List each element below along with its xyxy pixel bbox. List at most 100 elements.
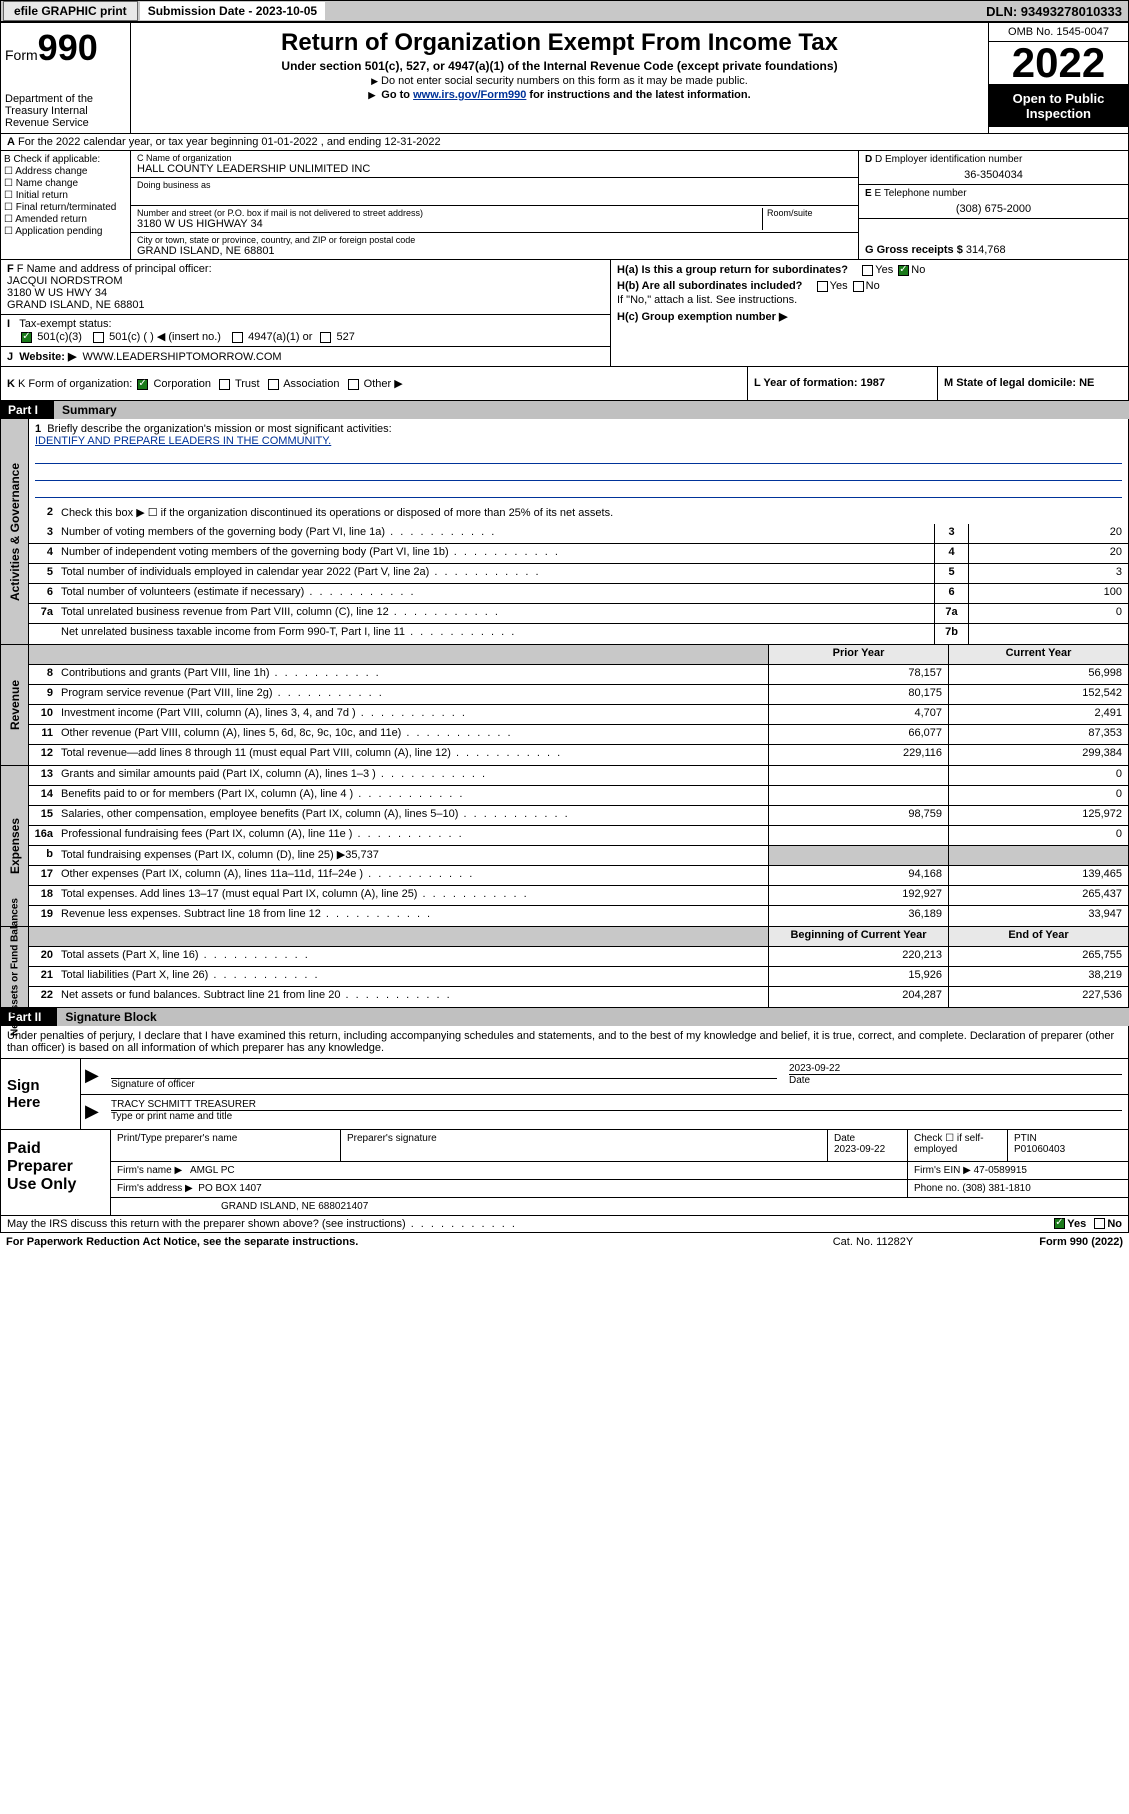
chk-501c[interactable]: [93, 332, 104, 343]
chk-discuss-no[interactable]: [1094, 1218, 1105, 1229]
section-fijh: F F Name and address of principal office…: [0, 260, 1129, 367]
tel-label: E E Telephone number: [865, 188, 1122, 199]
firm-ein-label: Firm's EIN ▶: [914, 1165, 971, 1176]
governance-section: Activities & Governance 1 Briefly descri…: [0, 419, 1129, 645]
side-governance: Activities & Governance: [1, 419, 29, 644]
side-netassets: Net Assets or Fund Balances: [1, 927, 29, 1007]
officer-addr1: 3180 W US HWY 34: [7, 287, 604, 299]
chk-trust[interactable]: [219, 379, 230, 390]
chk-hb-no[interactable]: [853, 281, 864, 292]
table-row: b Total fundraising expenses (Part IX, c…: [29, 846, 1128, 866]
table-row: 16a Professional fundraising fees (Part …: [29, 826, 1128, 846]
col-c: C Name of organization HALL COUNTY LEADE…: [131, 151, 858, 259]
pra-notice: For Paperwork Reduction Act Notice, see …: [6, 1236, 773, 1248]
gross-value: 314,768: [966, 244, 1006, 256]
ptin-label: PTIN: [1014, 1133, 1122, 1144]
table-row: 15 Salaries, other compensation, employe…: [29, 806, 1128, 826]
chk-initial[interactable]: ☐ Initial return: [4, 190, 127, 201]
table-row: 11 Other revenue (Part VIII, column (A),…: [29, 725, 1128, 745]
chk-ha-yes[interactable]: [862, 265, 873, 276]
header-sub3: Go to www.irs.gov/Form990 for instructio…: [135, 89, 984, 101]
officer-addr2: GRAND ISLAND, NE 68801: [7, 299, 604, 311]
chk-assoc[interactable]: [268, 379, 279, 390]
table-row: 21 Total liabilities (Part X, line 26) 1…: [29, 967, 1128, 987]
chk-501c3[interactable]: [21, 332, 32, 343]
website-value: WWW.LEADERSHIPTOMORROW.COM: [83, 351, 282, 363]
header-right: OMB No. 1545-0047 2022 Open to Public In…: [988, 23, 1128, 133]
chk-pending[interactable]: ☐ Application pending: [4, 226, 127, 237]
col-de: D D Employer identification number 36-35…: [858, 151, 1128, 259]
ein-label: D D Employer identification number: [865, 154, 1122, 165]
header-left: Form990 Department of the Treasury Inter…: [1, 23, 131, 133]
irs-link[interactable]: www.irs.gov/Form990: [413, 89, 526, 101]
prep-date: 2023-09-22: [834, 1144, 901, 1155]
efile-button[interactable]: efile GRAPHIC print: [3, 1, 138, 21]
chk-name[interactable]: ☐ Name change: [4, 178, 127, 189]
table-row: 17 Other expenses (Part IX, column (A), …: [29, 866, 1128, 886]
chk-hb-yes[interactable]: [817, 281, 828, 292]
row-m: M State of legal domicile: NE: [938, 367, 1128, 400]
hdr-begin: Beginning of Current Year: [768, 927, 948, 946]
chk-amended[interactable]: ☐ Amended return: [4, 214, 127, 225]
street-address: 3180 W US HIGHWAY 34: [137, 218, 762, 230]
expenses-section: Expenses 13 Grants and similar amounts p…: [0, 766, 1129, 927]
h-b: H(b) Are all subordinates included? Yes …: [617, 280, 1122, 292]
mission-text: IDENTIFY AND PREPARE LEADERS IN THE COMM…: [35, 435, 331, 447]
chk-corp[interactable]: [137, 379, 148, 390]
row-f: F F Name and address of principal office…: [1, 260, 610, 315]
discuss-row: May the IRS discuss this return with the…: [0, 1216, 1129, 1233]
chk-other[interactable]: [348, 379, 359, 390]
side-revenue: Revenue: [1, 645, 29, 765]
date-label: Date: [789, 1075, 810, 1086]
chk-4947[interactable]: [232, 332, 243, 343]
form-title: Return of Organization Exempt From Incom…: [135, 29, 984, 57]
firm-addr1: PO BOX 1407: [198, 1183, 261, 1194]
dln-label: DLN: 93493278010333: [986, 4, 1128, 19]
org-name: HALL COUNTY LEADERSHIP UNLIMITED INC: [137, 163, 852, 175]
cat-no: Cat. No. 11282Y: [773, 1236, 973, 1248]
signer-name-label: Type or print name and title: [111, 1111, 232, 1122]
chk-527[interactable]: [320, 332, 331, 343]
table-row: 18 Total expenses. Add lines 13–17 (must…: [29, 886, 1128, 906]
top-bar: efile GRAPHIC print Submission Date - 20…: [0, 0, 1129, 22]
table-row: 20 Total assets (Part X, line 16) 220,21…: [29, 947, 1128, 967]
chk-discuss-yes[interactable]: [1054, 1218, 1065, 1229]
sig-declaration: Under penalties of perjury, I declare th…: [0, 1026, 1129, 1059]
form-number: 990: [38, 27, 98, 68]
mission-block: 1 Briefly describe the organization's mi…: [29, 419, 1128, 504]
chk-final[interactable]: ☐ Final return/terminated: [4, 202, 127, 213]
sign-arrow-icon: ▶: [81, 1061, 105, 1092]
sign-arrow-icon: ▶: [81, 1097, 105, 1126]
chk-ha-no[interactable]: [898, 265, 909, 276]
tax-year-range: For the 2022 calendar year, or tax year …: [18, 136, 441, 148]
row-j: J Website: ▶ WWW.LEADERSHIPTOMORROW.COM: [1, 347, 610, 366]
tax-status-label: Tax-exempt status:: [19, 318, 111, 330]
city-label: City or town, state or province, country…: [137, 235, 852, 245]
prep-date-label: Date: [834, 1133, 901, 1144]
dba-label: Doing business as: [137, 180, 852, 190]
table-row: 7a Total unrelated business revenue from…: [29, 604, 1128, 624]
city-state-zip: GRAND ISLAND, NE 68801: [137, 245, 852, 257]
website-label: Website: ▶: [19, 351, 76, 363]
revenue-section: Revenue Prior Year Current Year 8 Contri…: [0, 645, 1129, 766]
part2-header: Part II Signature Block: [0, 1008, 1129, 1026]
table-row: 9 Program service revenue (Part VIII, li…: [29, 685, 1128, 705]
line2: Check this box ▶ ☐ if the organization d…: [57, 504, 1128, 524]
goto-post: for instructions and the latest informat…: [526, 89, 750, 101]
phone-label: Phone no.: [914, 1183, 960, 1194]
table-row: 22 Net assets or fund balances. Subtract…: [29, 987, 1128, 1007]
addr-label: Number and street (or P.O. box if mail i…: [137, 208, 762, 218]
row-i: I Tax-exempt status: 501(c)(3) 501(c) ( …: [1, 315, 610, 347]
table-row: 13 Grants and similar amounts paid (Part…: [29, 766, 1128, 786]
firm-addr-label: Firm's address ▶: [117, 1183, 193, 1194]
tel-value: (308) 675-2000: [865, 203, 1122, 215]
hdr-current: Current Year: [948, 645, 1128, 664]
check-self-employed[interactable]: Check ☐ if self-employed: [914, 1133, 1001, 1155]
part2-title: Signature Block: [57, 1008, 1129, 1026]
officer-name: JACQUI NORDSTROM: [7, 275, 604, 287]
chk-address[interactable]: ☐ Address change: [4, 166, 127, 177]
paid-preparer-section: Paid Preparer Use Only Print/Type prepar…: [0, 1130, 1129, 1216]
table-row: 14 Benefits paid to or for members (Part…: [29, 786, 1128, 806]
h-a: H(a) Is this a group return for subordin…: [617, 264, 1122, 276]
col-b: B Check if applicable: ☐ Address change …: [1, 151, 131, 259]
